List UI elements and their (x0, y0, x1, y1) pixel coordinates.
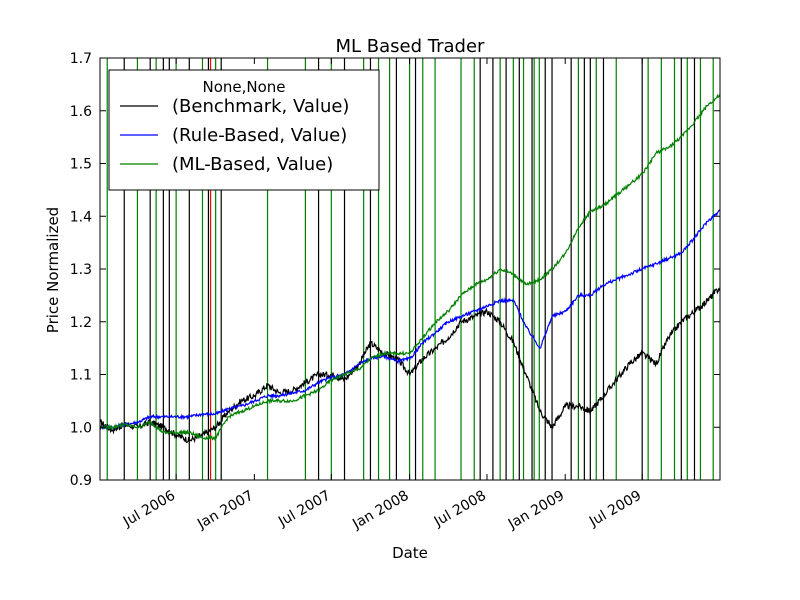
series-line-1 (99, 209, 721, 430)
y-tick-label: 1.0 (70, 420, 92, 436)
legend-label: (Benchmark, Value) (172, 96, 349, 117)
legend: None,None (Benchmark, Value) (Rule-Based,… (108, 69, 380, 191)
y-tick-label: 1.3 (70, 262, 92, 278)
y-tick-label: 1.4 (70, 209, 92, 225)
y-tick-label: 1.7 (70, 51, 92, 67)
y-tick-label: 0.9 (70, 473, 92, 489)
x-axis-title: Date (392, 544, 428, 562)
y-tick-label: 1.2 (70, 315, 92, 331)
series-line-0 (99, 287, 721, 444)
y-tick-label: 1.6 (70, 104, 92, 120)
y-tick-label: 1.1 (70, 368, 92, 384)
y-tick-label: 1.5 (70, 157, 92, 173)
series-lines (99, 93, 721, 444)
series-line-2 (99, 93, 721, 442)
y-axis-title: Price Normalized (44, 207, 62, 333)
legend-label: (Rule-Based, Value) (172, 125, 347, 146)
chart-title: ML Based Trader (336, 36, 486, 57)
legend-label: (ML-Based, Value) (172, 154, 333, 175)
legend-title: None,None (202, 78, 285, 96)
